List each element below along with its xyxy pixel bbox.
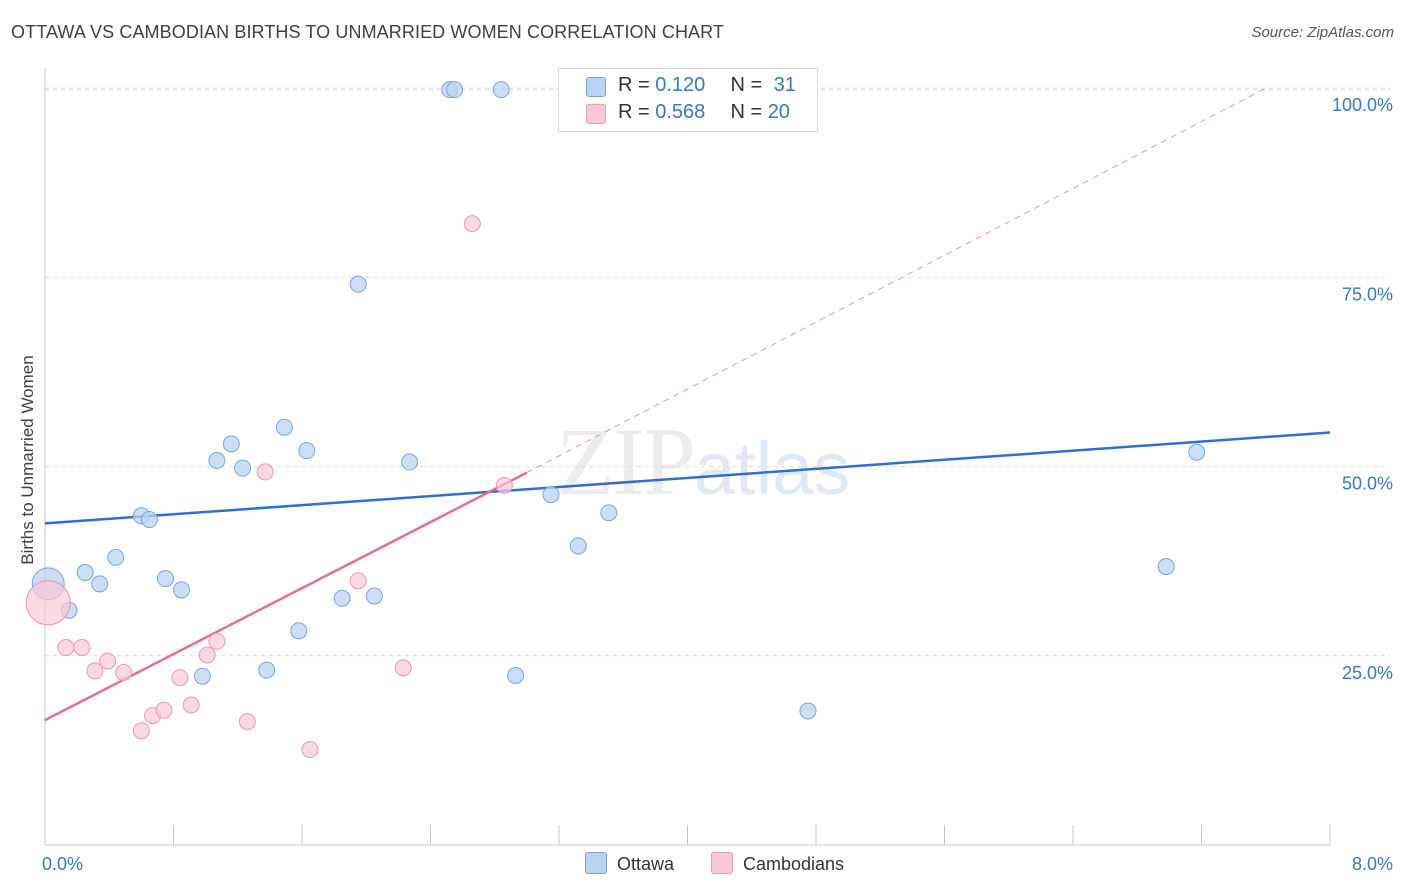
ottawa-trend-line (44, 431, 1331, 525)
bottom-legend-cambodians: Cambodians (711, 852, 844, 875)
legend-swatch-ottawa (586, 77, 606, 97)
legend-n-label: N = (730, 101, 768, 123)
ottawa-point (234, 459, 252, 477)
ottawa-point (333, 589, 351, 607)
ottawa-point (173, 581, 191, 599)
cambodians-point (256, 463, 274, 481)
ottawa-point (76, 564, 94, 582)
cambodians-point (463, 215, 481, 233)
ottawa-point (1188, 443, 1206, 461)
ottawa-point (349, 275, 367, 293)
ottawa-point (799, 702, 817, 720)
tick-labels: 25.0% 50.0% 75.0% 100.0% 0.0% 8.0% (42, 95, 1393, 874)
cambodians-point (349, 572, 367, 590)
y-tick-label: 50.0% (1342, 474, 1393, 494)
ottawa-point (298, 442, 316, 460)
y-tick-label: 25.0% (1342, 663, 1393, 683)
cambodians-trend-line (44, 471, 528, 722)
axes (44, 68, 1331, 846)
legend-r-value-ottawa: 0.120 (655, 74, 706, 96)
legend: R = 0.120 N = 31 R = 0.568 N = 20 (558, 68, 818, 132)
cambodians-point (86, 662, 104, 680)
cambodians-point (57, 638, 75, 656)
cambodians-point (73, 638, 91, 656)
source-label: Source: ZipAtlas.com (1251, 24, 1394, 41)
watermark-zip: ZIP (556, 408, 696, 515)
cambodians-point (495, 476, 513, 494)
y-tick-label: 75.0% (1342, 284, 1393, 304)
cambodians-point (182, 696, 200, 714)
bottom-legend-label-cambodians: Cambodians (743, 854, 845, 874)
legend-r-value-cambodians: 0.568 (655, 101, 706, 123)
x-tick-label-min: 0.0% (42, 854, 83, 874)
cambodians-points (25, 215, 513, 759)
ottawa-point (290, 622, 308, 640)
cambodians-point (394, 659, 412, 677)
legend-n-value-cambodians: 20 (767, 101, 790, 123)
cambodians-point (25, 580, 71, 626)
cambodians-point (301, 741, 319, 759)
ottawa-point (365, 587, 383, 605)
ottawa-points (31, 81, 1206, 720)
chart-title: OTTAWA VS CAMBODIAN BIRTHS TO UNMARRIED … (11, 22, 725, 42)
ottawa-point (258, 661, 276, 679)
cambodians-point (155, 701, 173, 719)
bottom-legend-swatch-ottawa (585, 852, 607, 874)
bottom-legend-swatch-cambodians (711, 852, 733, 874)
ottawa-point (569, 537, 587, 555)
legend-r-label: R = (618, 101, 656, 123)
x-tick-label-max: 8.0% (1352, 854, 1393, 874)
gridlines (45, 87, 1390, 657)
legend-n-label: N = (730, 74, 768, 96)
ottawa-point (446, 81, 464, 99)
cambodians-trend-extension (526, 87, 1266, 474)
cambodians-point (132, 722, 150, 740)
cambodians-point (115, 663, 133, 681)
y-tick-label: 100.0% (1332, 95, 1393, 115)
cambodians-point (99, 652, 117, 670)
ottawa-point (275, 418, 293, 436)
legend-swatch-cambodians (586, 104, 606, 124)
ottawa-point (600, 504, 618, 522)
ottawa-point (542, 486, 560, 504)
legend-n-value-ottawa: 31 (773, 74, 796, 96)
ottawa-point (507, 666, 525, 684)
cambodians-point (208, 632, 226, 650)
legend-r-label: R = (618, 74, 656, 96)
ottawa-point (140, 511, 158, 529)
cambodians-point (238, 713, 256, 731)
cambodians-point (198, 646, 216, 664)
bottom-legend-label-ottawa: Ottawa (617, 854, 675, 874)
ottawa-point (91, 575, 109, 593)
ottawa-point (107, 548, 125, 566)
cambodians-point (171, 669, 189, 687)
ottawa-point (156, 570, 174, 588)
trend-lines (44, 87, 1331, 722)
ottawa-point (193, 667, 211, 685)
ottawa-point (222, 435, 240, 453)
ottawa-point (208, 452, 226, 470)
ottawa-point (1157, 557, 1175, 575)
ottawa-point (401, 453, 419, 471)
bottom-legend-ottawa: Ottawa (585, 852, 674, 875)
ottawa-point (492, 81, 510, 99)
